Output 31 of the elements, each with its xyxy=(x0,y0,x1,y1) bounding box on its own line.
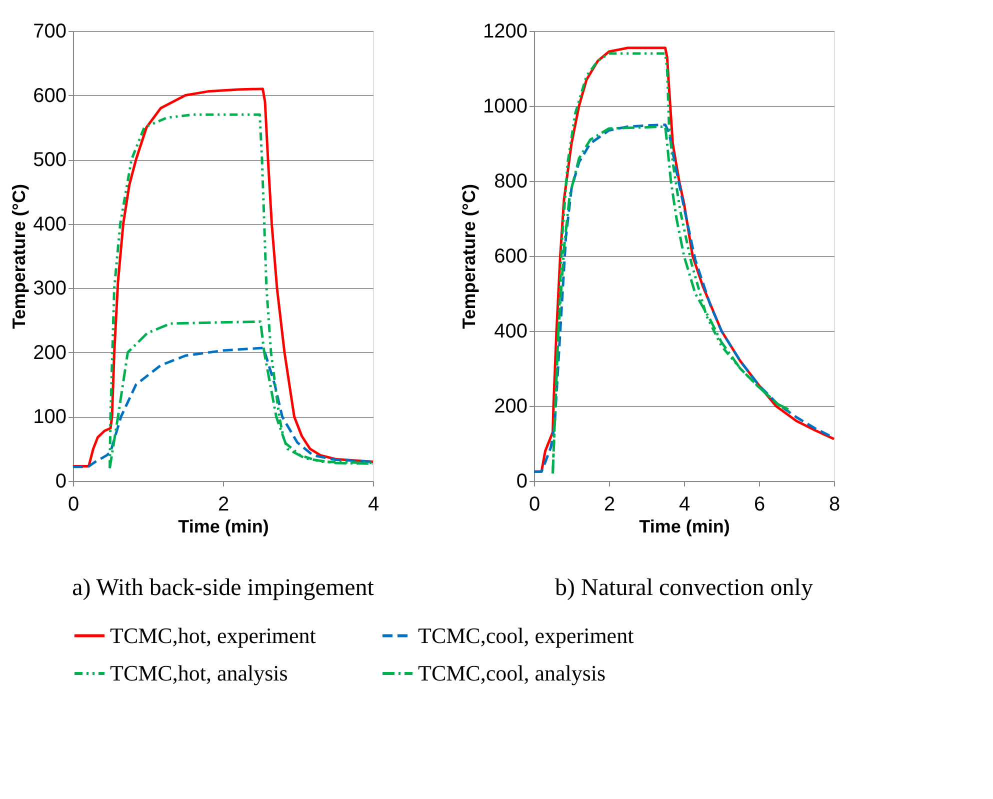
x-tick-label: 4 xyxy=(678,494,690,516)
y-tick-label: 400 xyxy=(33,213,66,236)
legend-label: TCMC,hot, experiment xyxy=(110,622,316,648)
x-tick-label: 2 xyxy=(604,494,616,516)
y-tick-label: 100 xyxy=(33,406,66,428)
legend-label: TCMC,cool, analysis xyxy=(418,660,606,686)
y-tick-label: 300 xyxy=(33,278,66,300)
y-tick-label: 700 xyxy=(33,20,66,42)
y-tick-label: 800 xyxy=(494,170,528,192)
y-axis-title: Temperature (°C) xyxy=(459,184,480,329)
x-tick-label: 4 xyxy=(368,494,380,516)
y-tick-label: 600 xyxy=(33,84,66,107)
x-tick-label: 6 xyxy=(754,494,766,516)
legend-label: TCMC,cool, experiment xyxy=(418,622,634,648)
y-tick-label: 1200 xyxy=(483,20,528,42)
x-tick-label: 2 xyxy=(218,494,230,516)
legend-label: TCMC,hot, analysis xyxy=(110,660,288,686)
y-tick-label: 200 xyxy=(33,342,66,364)
y-axis-title: Temperature (°C) xyxy=(9,184,30,329)
y-tick-label: 1000 xyxy=(483,96,528,118)
y-tick-label: 600 xyxy=(494,246,528,268)
y-tick-label: 0 xyxy=(516,470,528,492)
y-tick-label: 500 xyxy=(33,149,66,172)
y-tick-label: 400 xyxy=(494,320,528,342)
x-axis-title: Time (min) xyxy=(639,516,730,536)
text: b) Natural convection only xyxy=(555,575,813,601)
x-axis-title: Time (min) xyxy=(178,516,269,536)
text: a) With back-side impingement xyxy=(72,575,374,601)
y-tick-label: 200 xyxy=(494,396,528,418)
x-tick-label: 8 xyxy=(828,494,840,516)
y-tick-label: 0 xyxy=(55,470,66,492)
